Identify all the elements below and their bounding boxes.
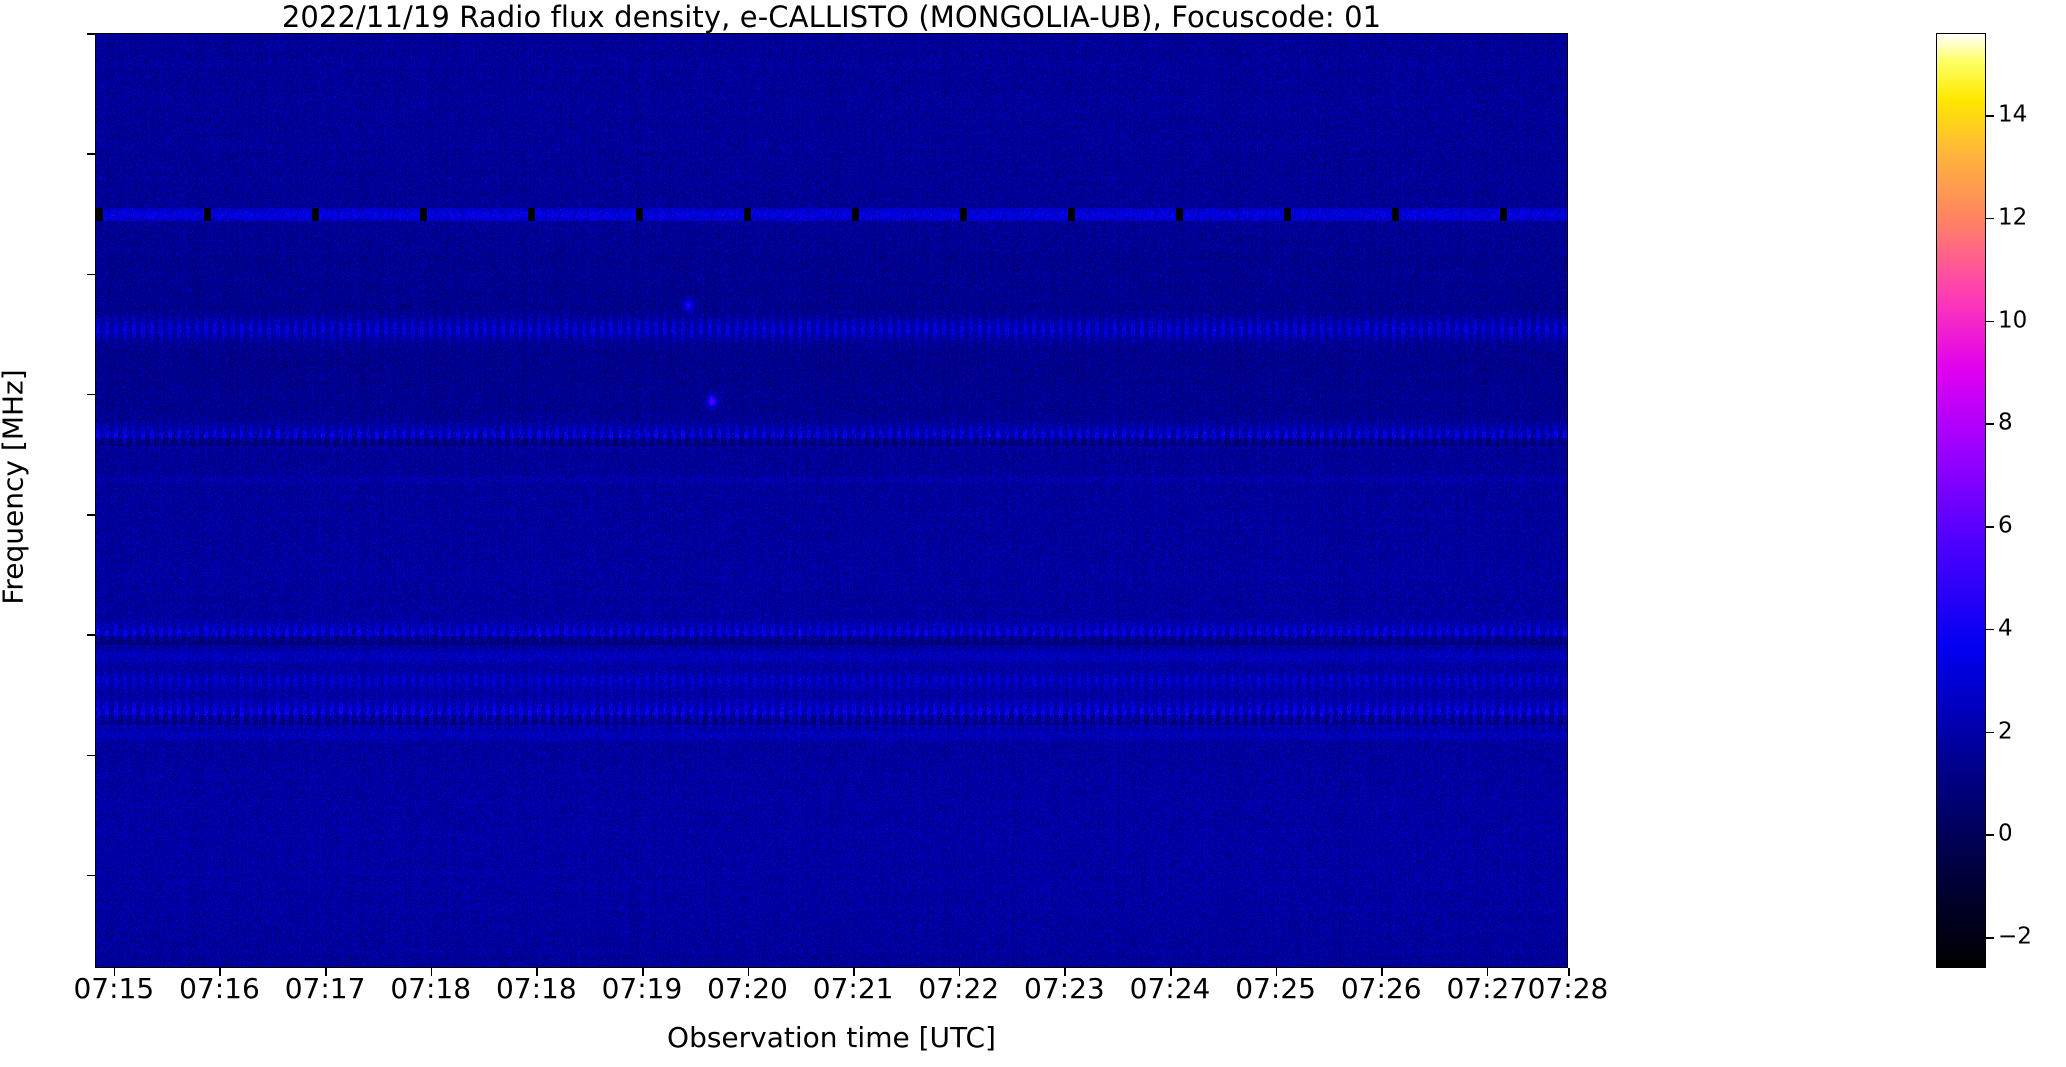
x-tick-mark <box>853 968 855 976</box>
colorbar-tick-mark <box>1986 937 1994 939</box>
colorbar-tick-mark <box>1986 115 1994 117</box>
x-tick-mark <box>113 968 116 976</box>
x-tick-label: 07:28 <box>1527 972 1609 1005</box>
x-tick-label: 07:25 <box>1235 972 1316 1005</box>
colorbar-tick-mark <box>1986 320 1994 323</box>
x-tick-mark <box>430 968 433 976</box>
x-tick-label: 07:15 <box>73 972 155 1005</box>
colorbar-tick-label: 2 <box>1998 718 2013 745</box>
colorbar-gradient <box>1937 34 1985 967</box>
y-tick-mark <box>87 874 95 877</box>
x-tick-label: 07:17 <box>284 972 366 1005</box>
y-tick-mark <box>87 754 95 757</box>
x-tick-label: 07:27 <box>1446 972 1528 1005</box>
colorbar-tick-mark <box>1986 628 1994 631</box>
x-tick-mark <box>1381 968 1383 976</box>
colorbar-tick-label: 8 <box>1998 409 2013 436</box>
x-tick-mark <box>1169 968 1172 976</box>
x-tick-mark <box>747 968 750 976</box>
figure-title: 2022/11/19 Radio flux density, e-CALLIST… <box>281 0 1382 34</box>
x-tick-mark <box>641 968 644 976</box>
x-tick-mark <box>325 968 327 976</box>
x-tick-mark <box>1275 968 1278 976</box>
spectrogram-image <box>96 34 1567 967</box>
x-tick-mark <box>219 968 222 976</box>
y-tick-mark <box>87 273 95 276</box>
y-tick-mark <box>87 33 95 35</box>
colorbar-tick-label: 6 <box>1998 512 2013 539</box>
x-tick-label: 07:26 <box>1340 972 1422 1005</box>
y-tick-mark <box>87 393 95 396</box>
x-tick-mark <box>1568 968 1570 976</box>
colorbar-tick-mark <box>1986 217 1994 220</box>
colorbar-tick-label: 10 <box>1998 307 2028 334</box>
x-tick-label: 07:18 <box>390 972 472 1005</box>
x-tick-label: 07:20 <box>707 972 788 1005</box>
y-axis-label: Frequency [MHz] <box>0 369 29 605</box>
colorbar-tick-label: 0 <box>1998 820 2013 847</box>
x-tick-label: 07:23 <box>1024 972 1105 1005</box>
colorbar-tick-mark <box>1986 423 1994 425</box>
x-tick-label: 07:22 <box>918 972 1000 1005</box>
x-tick-label: 07:21 <box>812 972 894 1005</box>
colorbar[interactable] <box>1936 33 1986 968</box>
y-tick-mark <box>87 634 95 636</box>
x-axis-label: Observation time [UTC] <box>667 1021 996 1054</box>
y-tick-mark <box>87 153 95 155</box>
colorbar-tick-label: −2 <box>1998 923 2032 950</box>
x-tick-label: 07:16 <box>179 972 260 1005</box>
x-tick-mark <box>1486 968 1489 976</box>
x-tick-mark <box>1064 968 1066 976</box>
spectrogram-plot-area[interactable] <box>95 33 1568 968</box>
x-tick-label: 07:18 <box>495 972 577 1005</box>
colorbar-tick-mark <box>1986 731 1994 734</box>
x-tick-label: 07:24 <box>1129 972 1211 1005</box>
colorbar-tick-label: 14 <box>1998 101 2028 128</box>
y-tick-mark <box>87 514 95 516</box>
x-tick-mark <box>536 968 538 976</box>
colorbar-tick-mark <box>1986 834 1994 836</box>
x-tick-label: 07:19 <box>601 972 683 1005</box>
colorbar-tick-label: 12 <box>1998 204 2028 231</box>
x-tick-mark <box>958 968 961 976</box>
colorbar-tick-mark <box>1986 526 1994 528</box>
colorbar-tick-label: 4 <box>1998 615 2013 642</box>
